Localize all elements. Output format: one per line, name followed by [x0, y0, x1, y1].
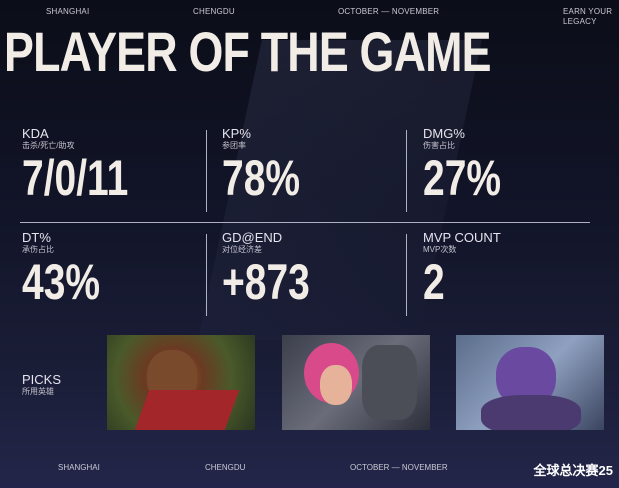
champion-portrait-dr-mundo — [456, 335, 604, 430]
worlds-logo: 全球总决赛25 — [533, 463, 613, 478]
page-title: PLAYER OF THE GAME — [4, 20, 492, 83]
header-city-2: CHENGDU — [193, 7, 235, 16]
stat-sublabel: 对位经济差 — [222, 245, 262, 254]
stat-value: +873 — [222, 254, 310, 310]
stat-kp: KP% 参团率 78% — [222, 126, 402, 206]
stat-sublabel: 伤害占比 — [423, 141, 455, 150]
stat-label: DMG% — [423, 126, 465, 141]
stat-label: KP% — [222, 126, 251, 141]
stat-sublabel: MVP次数 — [423, 245, 457, 254]
stat-label: GD@END — [222, 230, 283, 245]
tagline-line-1: EARN YOUR — [563, 7, 613, 16]
footer-city-1: SHANGHAI — [58, 463, 100, 472]
stat-value: 27% — [423, 150, 502, 206]
divider — [206, 234, 207, 316]
stat-gd: GD@END 对位经济差 +873 — [222, 230, 402, 310]
picks-label: PICKS — [22, 372, 62, 387]
champion-portrait-vi — [282, 335, 430, 430]
stat-value: 43% — [22, 254, 101, 310]
picks-sublabel: 所用英雄 — [22, 387, 54, 396]
stat-sublabel: 参团率 — [222, 141, 246, 150]
stat-dmg: DMG% 伤害占比 27% — [423, 126, 603, 206]
stat-value: 78% — [222, 150, 301, 206]
stat-label: KDA — [22, 126, 49, 141]
tagline-line-2: LEGACY — [563, 17, 597, 26]
divider — [406, 130, 407, 212]
footer-city-2: CHENGDU — [205, 463, 246, 472]
stat-label: DT% — [22, 230, 51, 245]
header-city-1: SHANGHAI — [46, 7, 90, 16]
stat-sublabel: 承伤占比 — [22, 245, 54, 254]
divider — [206, 130, 207, 212]
stat-label: MVP COUNT — [423, 230, 501, 245]
stat-value: 2 — [423, 254, 445, 310]
footer-dates: OCTOBER — NOVEMBER — [350, 463, 448, 472]
header-tagline: EARN YOUR LEGACY — [563, 7, 612, 27]
divider — [20, 222, 590, 223]
picks-heading: PICKS 所用英雄 — [22, 373, 61, 397]
stat-dt: DT% 承伤占比 43% — [22, 230, 202, 310]
stat-sublabel: 击杀/死亡/助攻 — [22, 141, 75, 150]
stat-kda: KDA 击杀/死亡/助攻 7/0/11 — [22, 126, 202, 206]
header-dates: OCTOBER — NOVEMBER — [338, 7, 440, 16]
divider — [406, 234, 407, 316]
champion-portrait-wukong — [107, 335, 255, 430]
stat-value: 7/0/11 — [22, 150, 129, 206]
stat-mvp: MVP COUNT MVP次数 2 — [423, 230, 603, 310]
